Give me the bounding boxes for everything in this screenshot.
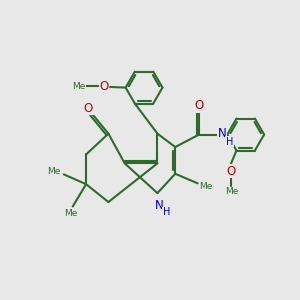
Text: O: O <box>100 80 109 93</box>
Text: Me: Me <box>64 208 78 217</box>
Text: Me: Me <box>72 82 86 91</box>
Text: N: N <box>218 128 226 140</box>
Text: N: N <box>154 199 163 212</box>
Text: Me: Me <box>199 182 213 191</box>
Text: Me: Me <box>225 187 238 196</box>
Text: H: H <box>226 137 233 147</box>
Text: O: O <box>84 102 93 115</box>
Text: O: O <box>194 99 204 112</box>
Text: Me: Me <box>48 167 61 176</box>
Text: O: O <box>226 165 235 178</box>
Text: H: H <box>163 207 170 218</box>
